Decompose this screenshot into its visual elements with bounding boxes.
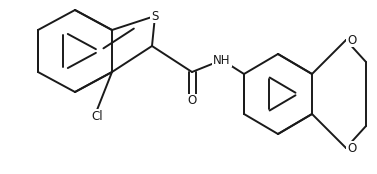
- Text: Cl: Cl: [91, 109, 103, 122]
- Text: S: S: [151, 10, 159, 22]
- Text: O: O: [347, 34, 357, 46]
- Text: O: O: [347, 141, 357, 155]
- Text: O: O: [187, 94, 197, 108]
- Text: NH: NH: [213, 53, 231, 66]
